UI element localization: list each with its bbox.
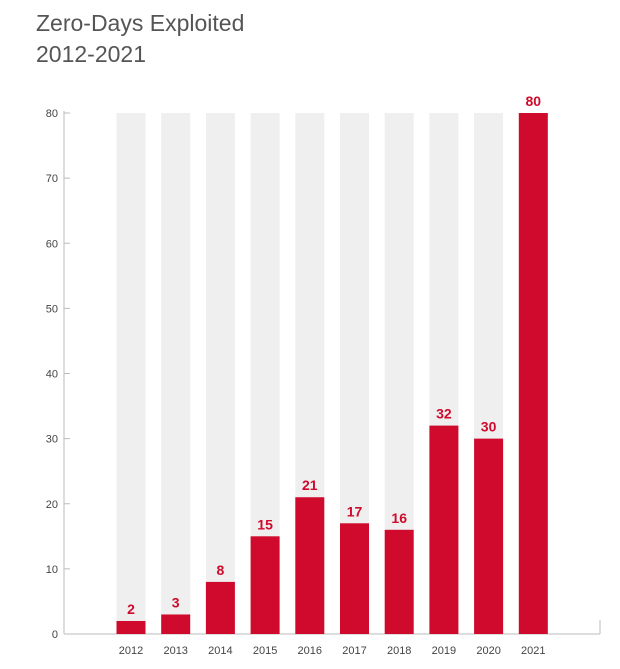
y-tick-label: 0 [52, 629, 58, 641]
bar [295, 497, 325, 634]
bar-track [205, 113, 235, 634]
y-tick-label: 80 [46, 108, 58, 120]
x-tick-label: 2012 [119, 645, 143, 657]
y-tick-label: 70 [46, 173, 58, 185]
data-label: 21 [302, 477, 318, 493]
data-label: 80 [526, 93, 542, 109]
x-tick-label: 2013 [163, 645, 187, 657]
data-label: 17 [347, 503, 363, 519]
chart-title-block: Zero-Days Exploited 2012-2021 [36, 8, 244, 70]
chart-title: Zero-Days Exploited [36, 10, 245, 36]
data-label: 32 [436, 406, 452, 422]
bar-track [161, 113, 191, 634]
y-tick-label: 60 [46, 238, 58, 250]
x-tick-label: 2018 [387, 645, 411, 657]
y-tick-label: 30 [46, 434, 58, 446]
bar [116, 620, 146, 634]
bar [429, 425, 459, 634]
x-tick-label: 2021 [521, 645, 545, 657]
data-label: 15 [257, 516, 273, 532]
bar [205, 581, 235, 634]
bar [161, 614, 191, 634]
bar-track [116, 113, 146, 634]
bar [340, 523, 369, 634]
x-tick-label: 2019 [432, 645, 456, 657]
bar [250, 536, 280, 634]
x-tick-label: 2020 [476, 645, 500, 657]
data-label: 8 [217, 562, 225, 578]
bar [474, 438, 504, 634]
y-tick-label: 50 [46, 303, 58, 315]
x-tick-label: 2017 [342, 645, 366, 657]
y-tick-label: 40 [46, 369, 58, 381]
data-label: 16 [391, 510, 407, 526]
x-tick-label: 2016 [298, 645, 322, 657]
data-label: 3 [172, 594, 180, 610]
data-label: 30 [481, 419, 497, 435]
x-tick-label: 2014 [208, 645, 232, 657]
x-tick-label: 2015 [253, 645, 277, 657]
chart-subtitle: 2012-2021 [36, 41, 146, 67]
bar [384, 529, 414, 634]
bar [518, 113, 548, 634]
data-label: 2 [127, 601, 135, 617]
y-tick-label: 20 [46, 499, 58, 511]
y-tick-label: 10 [46, 564, 58, 576]
